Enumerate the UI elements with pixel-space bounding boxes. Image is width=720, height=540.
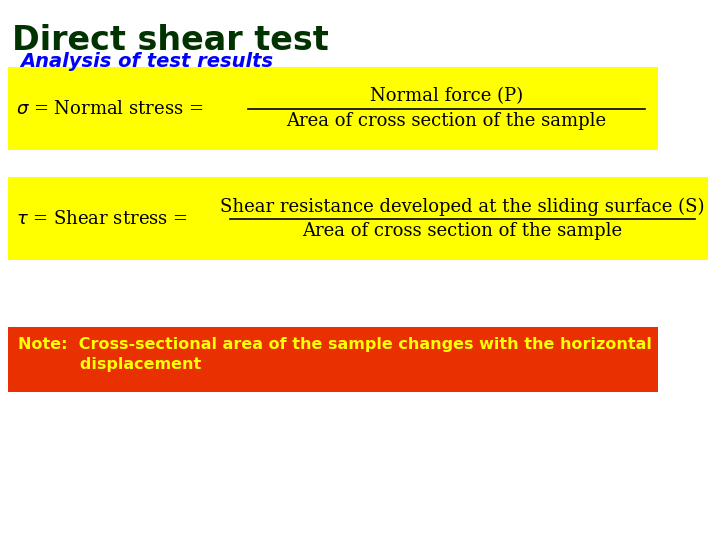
Text: displacement: displacement xyxy=(18,357,202,372)
Bar xyxy=(8,177,708,260)
Bar xyxy=(8,327,658,392)
Text: $\sigma$ = Normal stress =: $\sigma$ = Normal stress = xyxy=(16,99,205,118)
Text: Normal force (P): Normal force (P) xyxy=(370,87,523,105)
Bar xyxy=(8,67,658,150)
Text: Area of cross section of the sample: Area of cross section of the sample xyxy=(302,221,623,240)
Text: Analysis of test results: Analysis of test results xyxy=(20,52,273,71)
Text: Area of cross section of the sample: Area of cross section of the sample xyxy=(287,111,606,130)
Text: $\tau$ = Shear stress =: $\tau$ = Shear stress = xyxy=(16,210,190,227)
Text: Direct shear test: Direct shear test xyxy=(12,24,329,57)
Text: Shear resistance developed at the sliding surface (S): Shear resistance developed at the slidin… xyxy=(220,197,705,215)
Text: Note:  Cross-sectional area of the sample changes with the horizontal: Note: Cross-sectional area of the sample… xyxy=(18,337,652,352)
